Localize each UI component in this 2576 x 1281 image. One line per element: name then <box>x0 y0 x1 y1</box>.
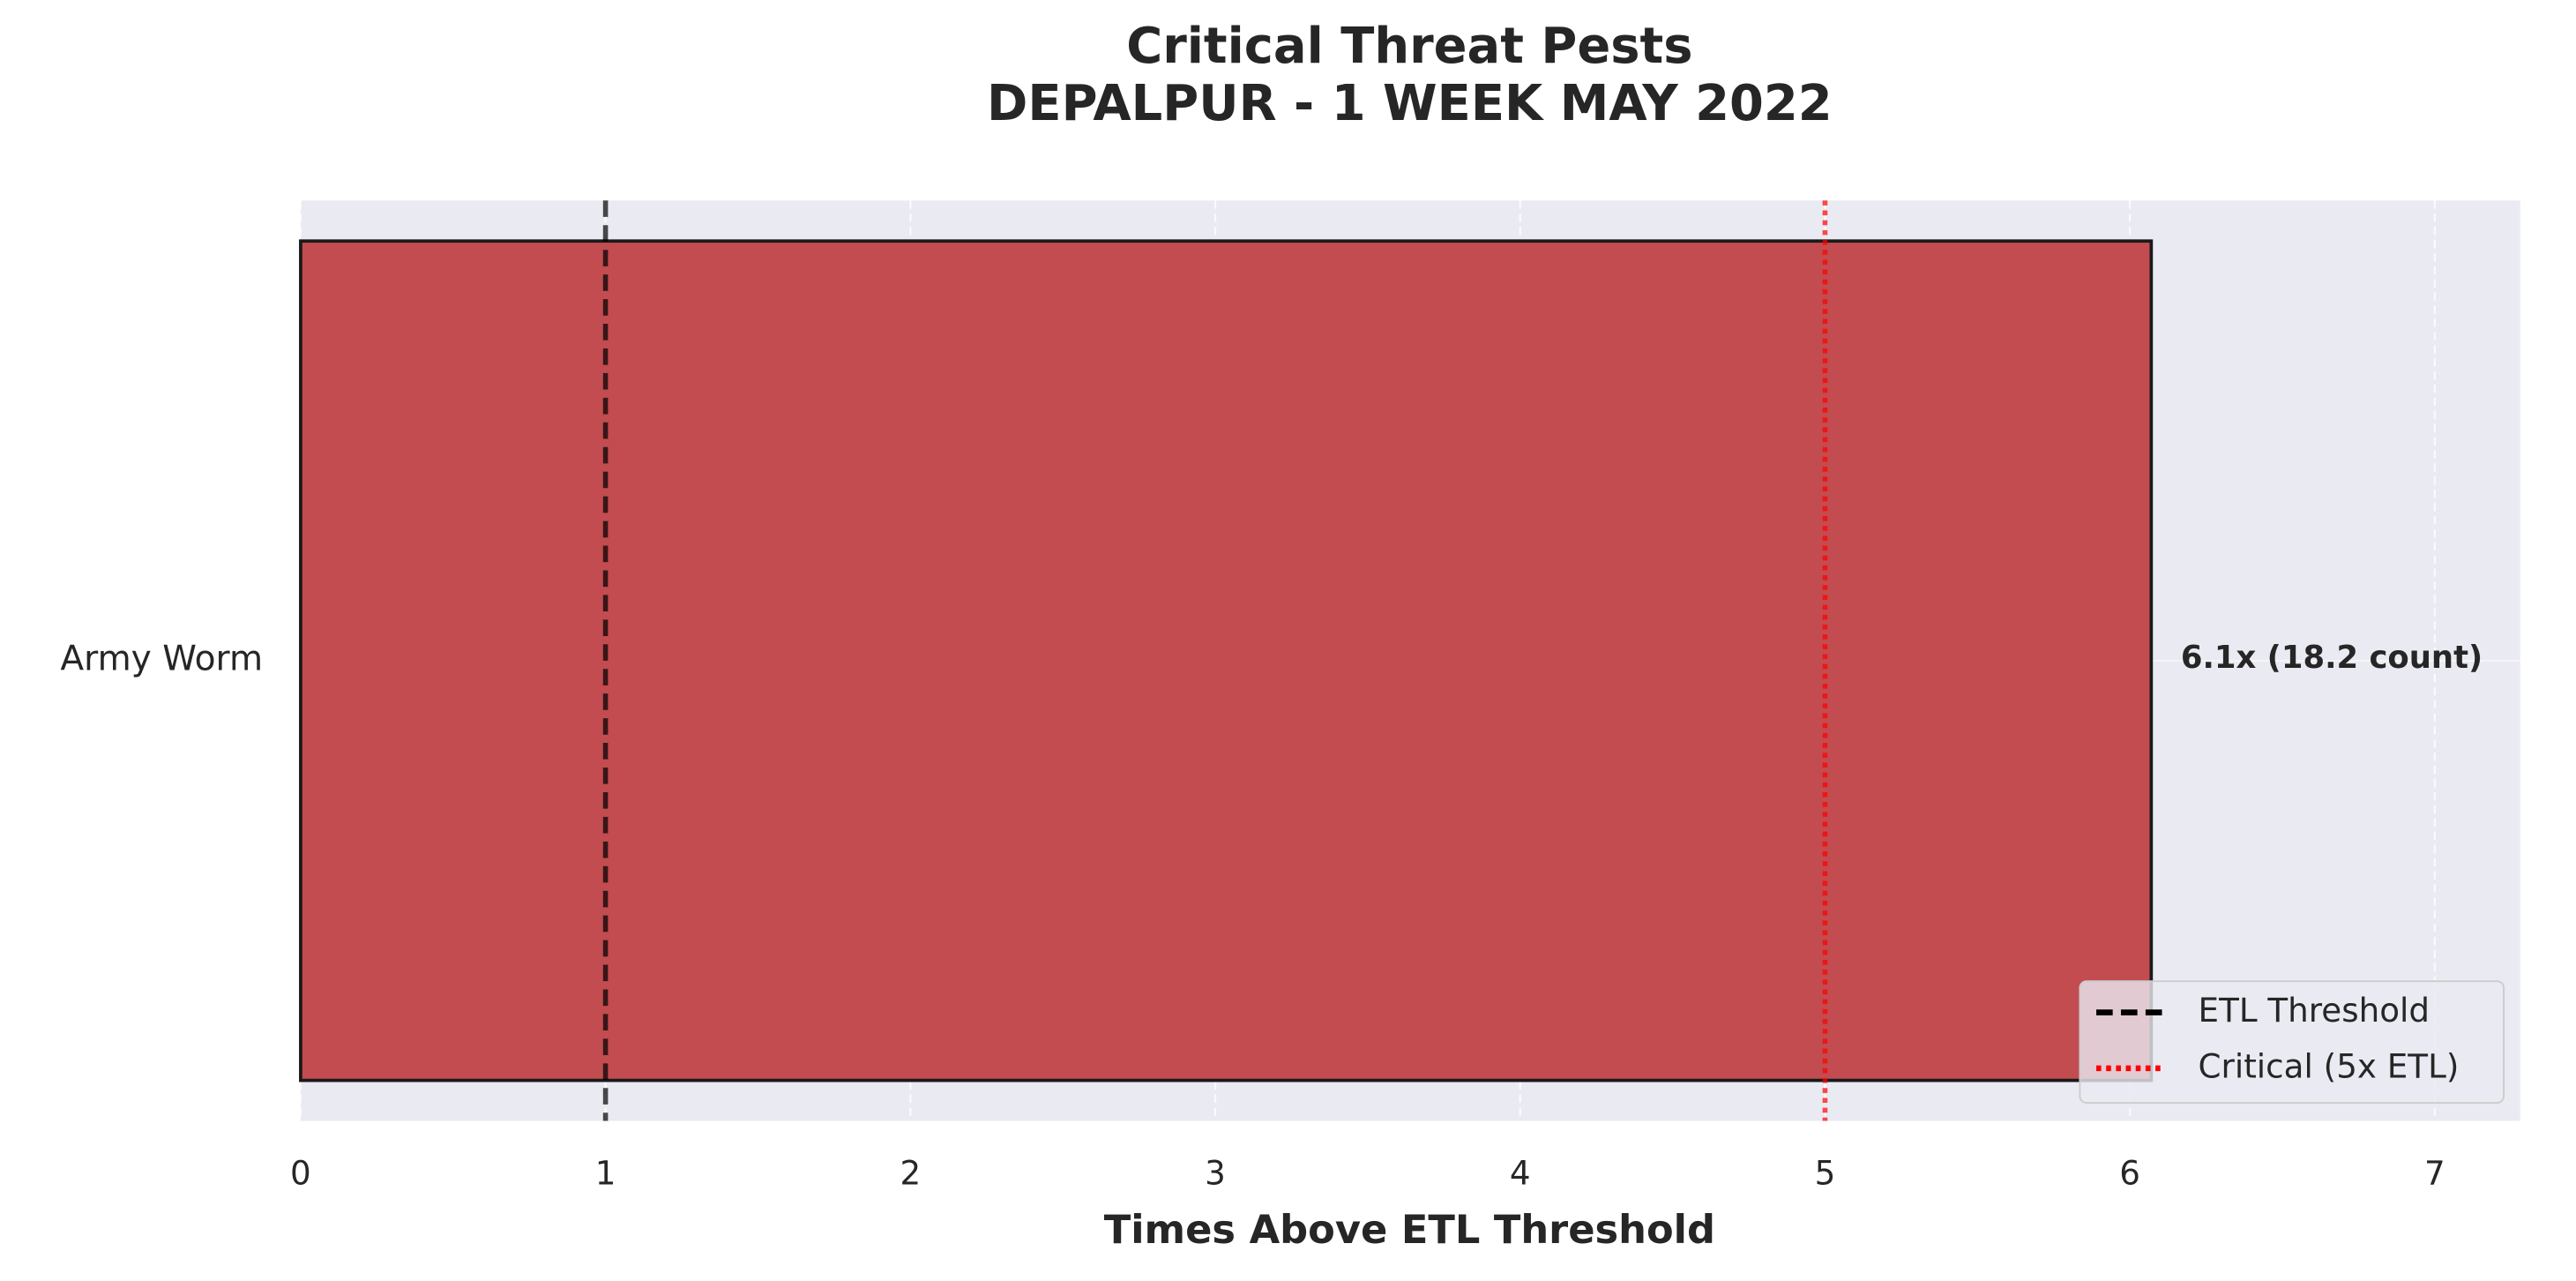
chart-subtitle: DEPALPUR - 1 WEEK MAY 2022 <box>987 75 1833 132</box>
x-tick-label: 1 <box>595 1153 616 1192</box>
legend-label: Critical (5x ETL) <box>2199 1046 2460 1085</box>
legend-box <box>2079 980 2505 1104</box>
x-tick-label: 4 <box>1510 1153 1531 1192</box>
x-tick-label: 7 <box>2424 1153 2445 1192</box>
bar <box>299 239 2154 1082</box>
chart-title: Critical Threat Pests <box>1126 18 1692 75</box>
x-tick-label: 2 <box>900 1153 921 1192</box>
x-tick-label: 5 <box>1815 1153 1836 1192</box>
x-tick-label: 3 <box>1205 1153 1226 1192</box>
x-axis-label: Times Above ETL Threshold <box>1104 1207 1715 1253</box>
x-tick-label: 6 <box>2119 1153 2140 1192</box>
legend-label: ETL Threshold <box>2199 991 2430 1030</box>
category-label: Army Worm <box>60 639 263 678</box>
value-label: 6.1x (18.2 count) <box>2181 640 2483 676</box>
x-tick-label: 0 <box>290 1153 311 1192</box>
